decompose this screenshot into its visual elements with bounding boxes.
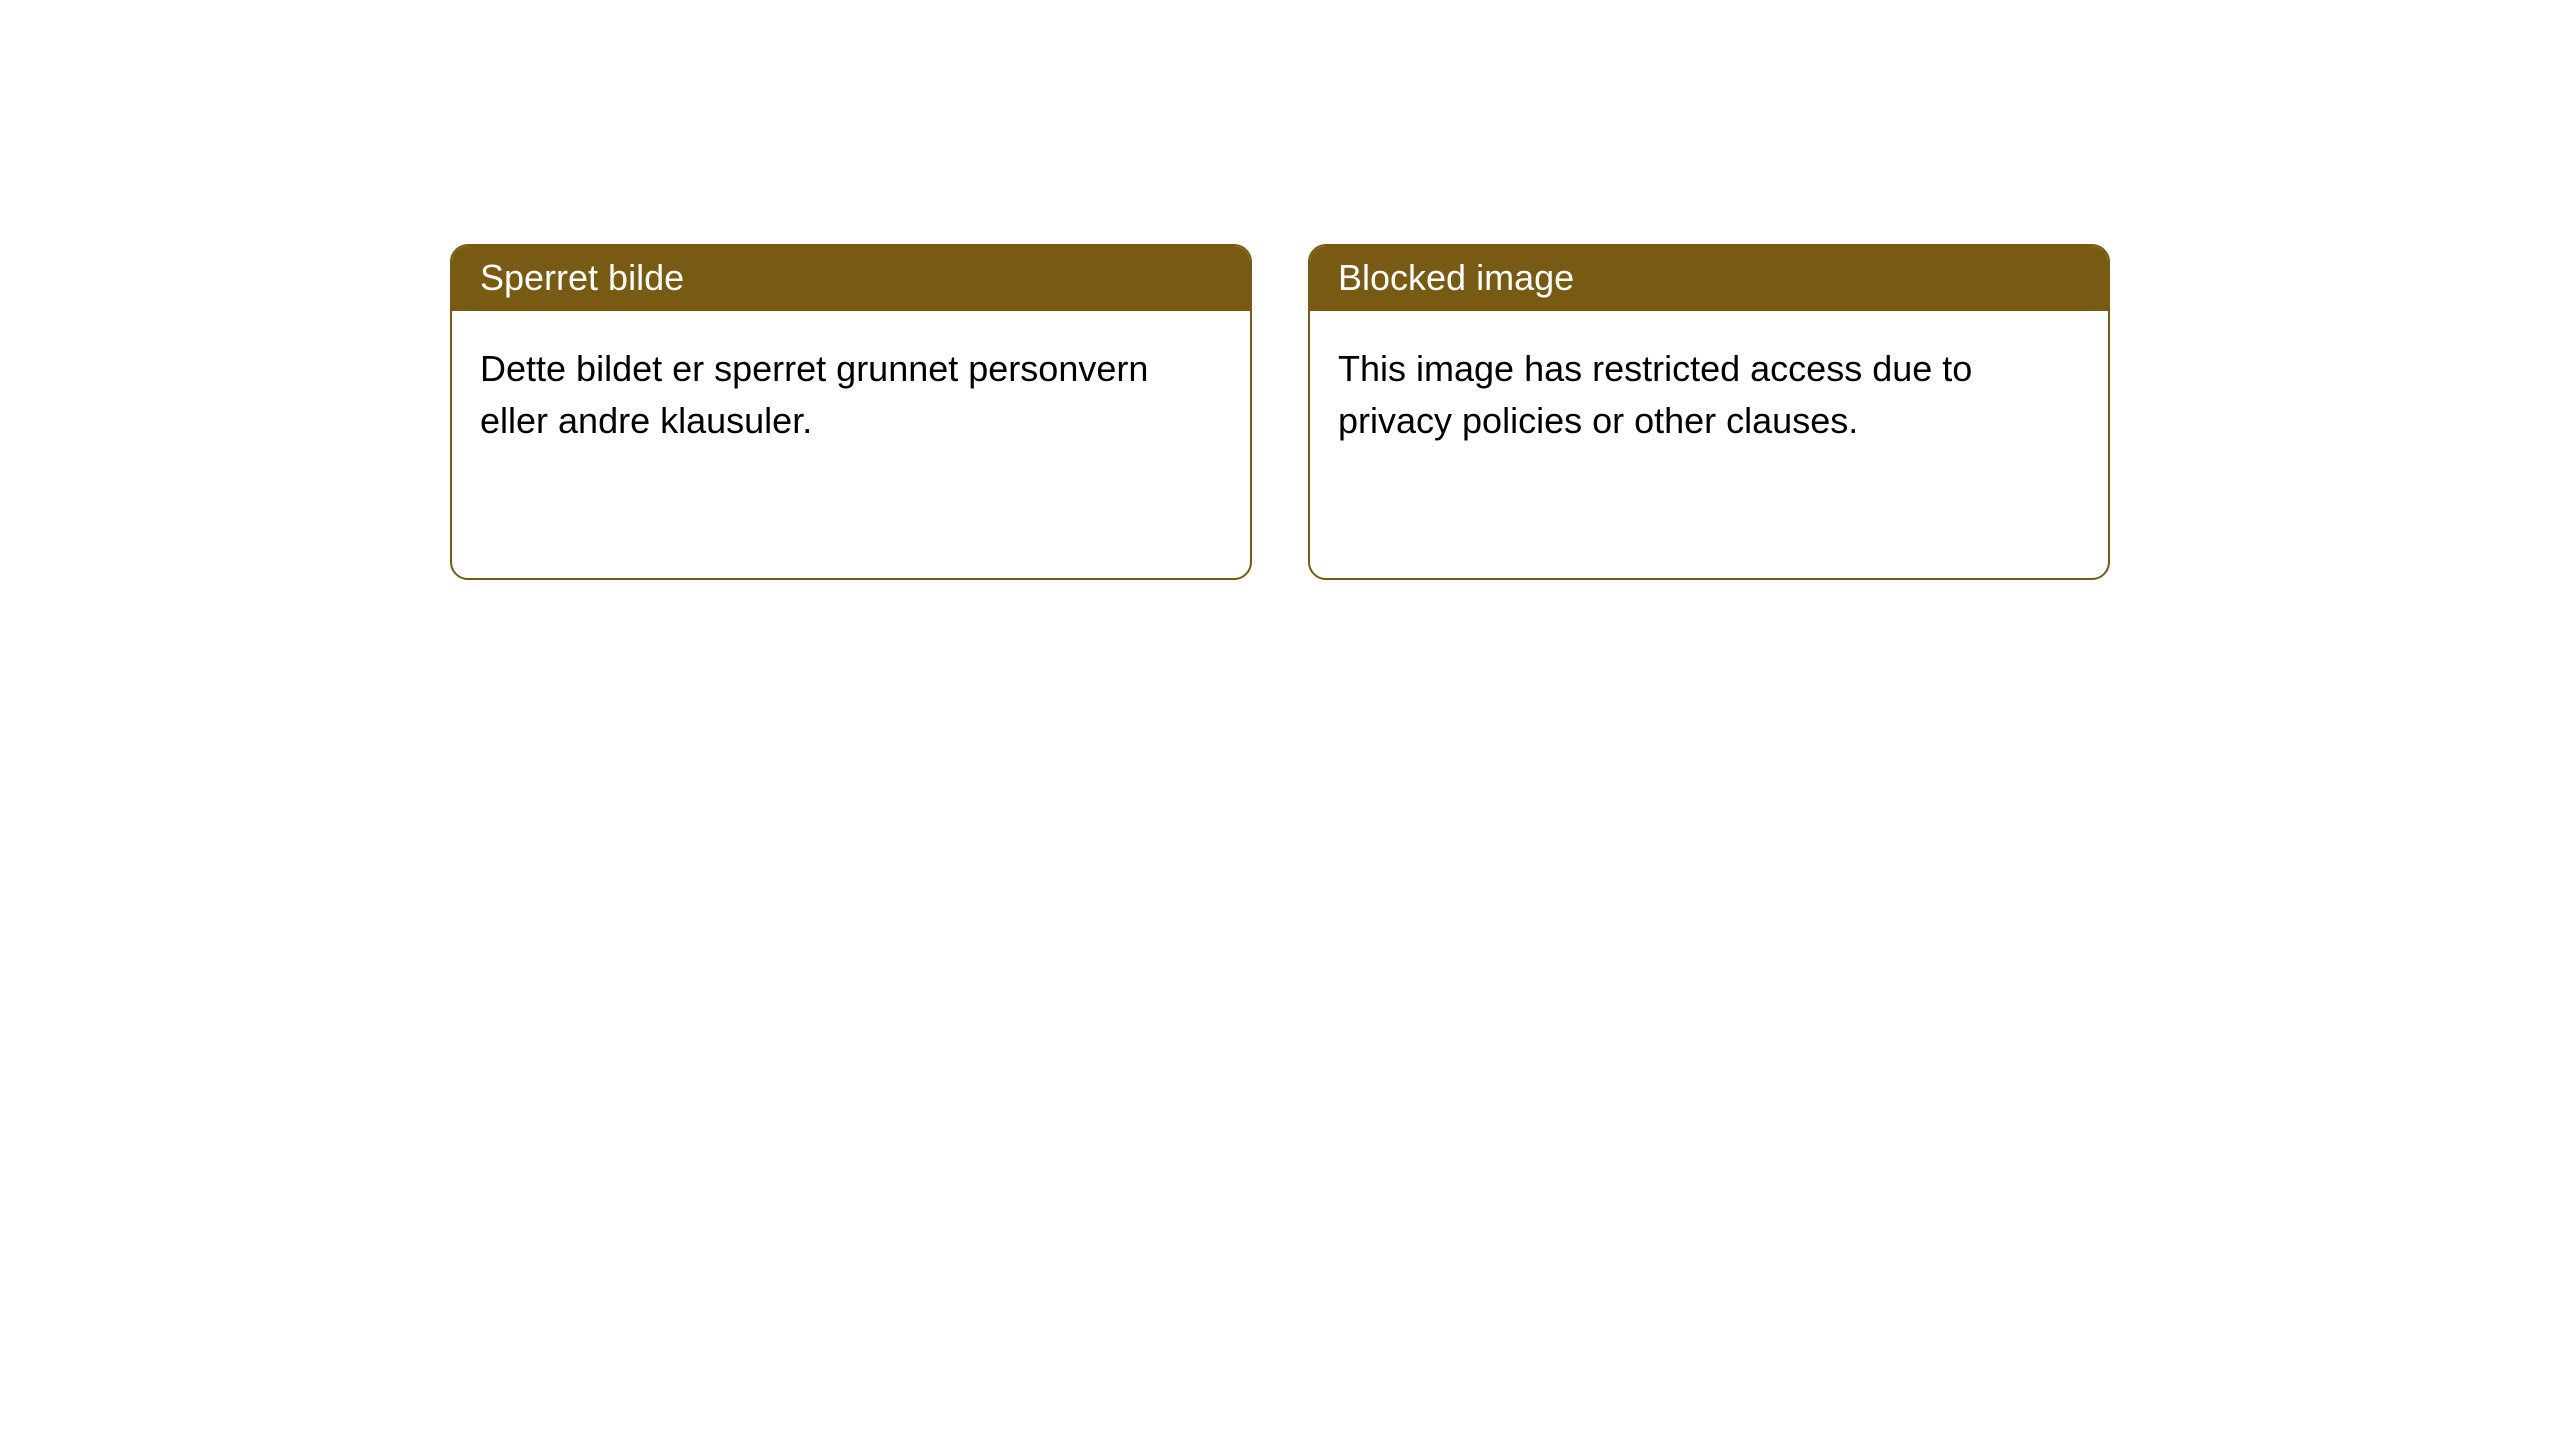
notice-card-norwegian: Sperret bilde Dette bildet er sperret gr…: [450, 244, 1252, 580]
notice-header: Sperret bilde: [452, 246, 1250, 311]
notice-body: This image has restricted access due to …: [1310, 311, 2108, 478]
notice-body-text: Dette bildet er sperret grunnet personve…: [480, 348, 1148, 440]
notice-container: Sperret bilde Dette bildet er sperret gr…: [0, 0, 2560, 580]
notice-card-english: Blocked image This image has restricted …: [1308, 244, 2110, 580]
notice-title: Blocked image: [1338, 257, 1574, 298]
notice-title: Sperret bilde: [480, 257, 684, 298]
notice-header: Blocked image: [1310, 246, 2108, 311]
notice-body-text: This image has restricted access due to …: [1338, 348, 1972, 440]
notice-body: Dette bildet er sperret grunnet personve…: [452, 311, 1250, 478]
